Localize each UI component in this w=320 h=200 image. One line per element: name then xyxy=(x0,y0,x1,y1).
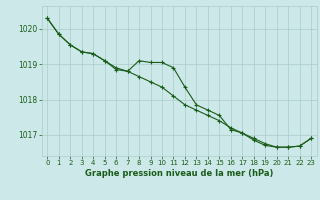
X-axis label: Graphe pression niveau de la mer (hPa): Graphe pression niveau de la mer (hPa) xyxy=(85,169,273,178)
